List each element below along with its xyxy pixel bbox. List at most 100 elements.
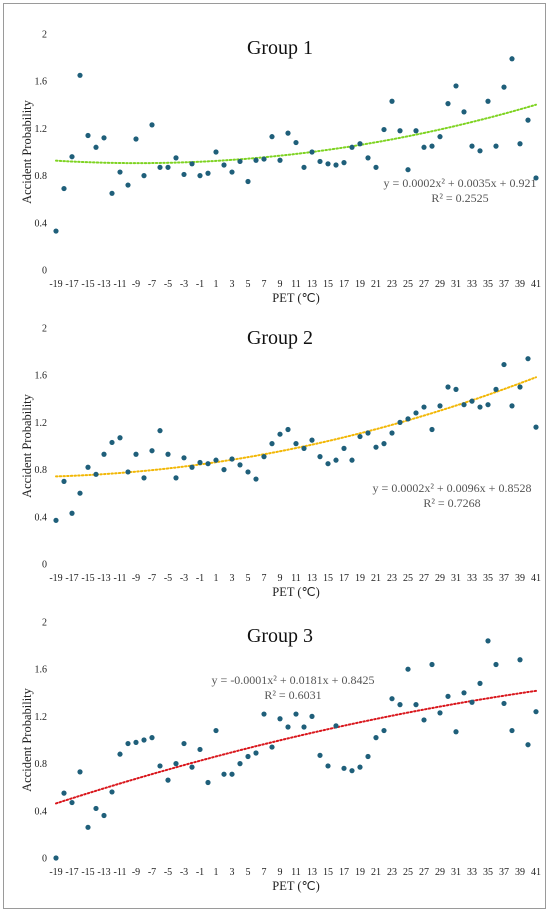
x-tick-label: 13: [307, 867, 317, 878]
x-tick-label: 37: [499, 279, 509, 290]
data-point: [157, 763, 163, 769]
data-point: [533, 709, 539, 715]
x-tick-label: -11: [114, 279, 127, 290]
data-point: [133, 136, 139, 142]
data-point: [109, 789, 115, 795]
data-point: [317, 752, 323, 758]
data-point: [181, 171, 187, 178]
data-point: [437, 134, 443, 140]
data-point: [269, 744, 275, 750]
data-point: [365, 753, 371, 760]
data-point: [149, 735, 155, 741]
data-point: [533, 175, 539, 181]
data-point: [453, 729, 459, 735]
data-point: [133, 451, 139, 457]
x-tick-label: 19: [355, 573, 365, 584]
y-axis-label: Accident Probability: [20, 393, 34, 498]
y-tick-label: 2: [42, 618, 47, 629]
data-point: [397, 128, 403, 134]
data-point: [485, 638, 491, 644]
trendline: [55, 689, 537, 805]
data-point: [261, 454, 267, 460]
y-axis-label: Accident Probability: [20, 687, 34, 792]
data-point: [229, 771, 235, 777]
x-tick-label: -1: [196, 573, 204, 584]
x-tick-label: -19: [49, 573, 62, 584]
x-tick-label: 11: [291, 279, 301, 290]
x-tick-label: 33: [467, 573, 477, 584]
data-point: [517, 384, 523, 390]
data-point: [429, 426, 435, 433]
data-point: [261, 156, 267, 162]
x-tick-label: 25: [403, 573, 413, 584]
x-tick-label: -1: [196, 279, 204, 290]
chart-panel-1: Group 100.40.81.21.62-19 -17 -15 -13 -11 -9 -7…: [20, 30, 541, 306]
data-point: [357, 433, 363, 440]
x-tick-label: 23: [387, 573, 397, 584]
data-point: [293, 139, 299, 146]
x-tick-label: 35: [483, 573, 493, 584]
x-tick-label: 1: [214, 573, 219, 584]
y-tick-label: 0.8: [35, 759, 48, 770]
x-tick-label: 25: [403, 867, 413, 878]
data-point: [253, 750, 259, 756]
data-point: [525, 356, 531, 362]
x-tick-label: -17: [65, 573, 78, 584]
x-tick-label: -7: [148, 279, 156, 290]
data-point: [101, 451, 107, 457]
data-point: [133, 739, 139, 745]
figure-frame: [3, 3, 546, 909]
x-tick-label: 41: [531, 867, 541, 878]
x-tick-label: 31: [451, 867, 461, 878]
x-tick-label: 39: [515, 279, 525, 290]
data-point: [365, 430, 371, 436]
data-point: [317, 454, 323, 460]
x-axis-label: PET (℃): [272, 585, 320, 599]
data-point: [461, 402, 467, 408]
x-tick-label: 15: [323, 573, 333, 584]
data-point: [245, 178, 251, 185]
data-point: [301, 445, 307, 451]
x-tick-label: 15: [323, 867, 333, 878]
x-tick-label: 41: [531, 573, 541, 584]
y-tick-label: 0: [42, 266, 47, 277]
x-tick-label: -5: [164, 279, 172, 290]
data-point: [117, 169, 123, 175]
trendline: [55, 103, 537, 165]
data-point: [477, 148, 483, 154]
data-point: [293, 441, 299, 447]
data-point: [157, 164, 163, 170]
data-point: [285, 130, 291, 136]
data-point: [213, 727, 219, 734]
data-point: [357, 141, 363, 147]
y-tick-label: 0.4: [35, 218, 48, 229]
data-point: [85, 464, 91, 470]
trendline-equation: y = 0.0002x² + 0.0035x + 0.921: [384, 176, 537, 190]
data-point: [509, 727, 515, 734]
x-tick-label: -3: [180, 573, 188, 584]
data-point: [165, 164, 171, 170]
x-axis-label: PET (℃): [272, 291, 320, 305]
data-point: [149, 448, 155, 454]
y-tick-label: 0: [42, 560, 47, 571]
data-point: [253, 476, 259, 482]
data-point: [205, 779, 211, 786]
data-point: [117, 751, 123, 757]
data-point: [309, 713, 315, 720]
data-point: [421, 144, 427, 150]
chart-title: Group 1: [247, 37, 313, 59]
data-point: [221, 162, 227, 168]
x-tick-label: -7: [148, 573, 156, 584]
x-tick-label: 3: [230, 867, 235, 878]
data-point: [389, 430, 395, 436]
x-tick-label: -9: [132, 867, 140, 878]
chart-title: Group 2: [247, 327, 313, 349]
data-point: [341, 445, 347, 451]
data-point: [517, 141, 523, 147]
data-point: [69, 799, 75, 806]
data-point: [205, 461, 211, 467]
data-point: [221, 467, 227, 473]
data-point: [141, 475, 147, 481]
data-point: [301, 164, 307, 170]
x-tick-label: 27: [419, 867, 429, 878]
